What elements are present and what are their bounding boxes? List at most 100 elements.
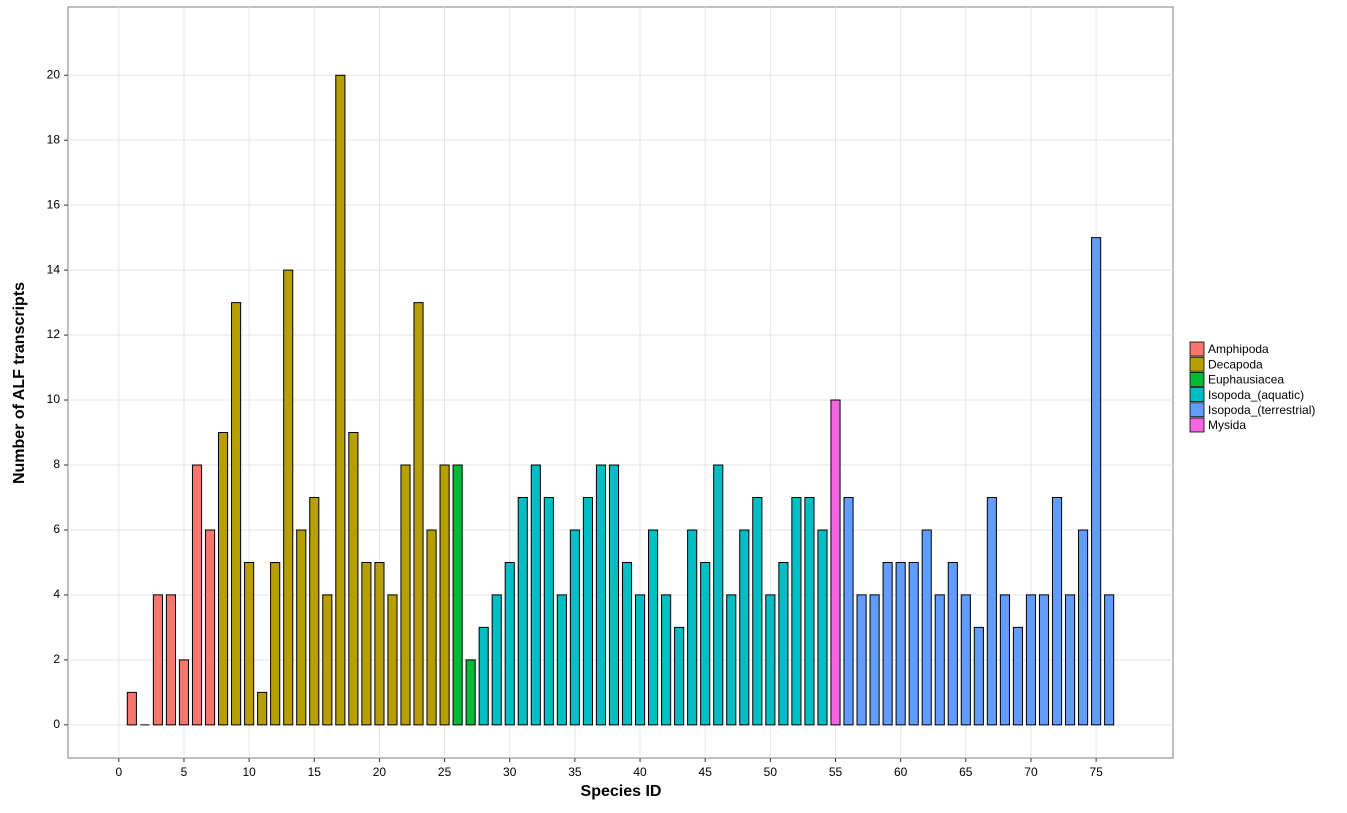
bar: [869, 594, 880, 726]
bar: [283, 269, 294, 726]
bar: [257, 691, 268, 726]
y-tick-label: 12: [47, 327, 61, 341]
legend-key: [1189, 417, 1205, 433]
bar: [543, 496, 554, 726]
bar: [661, 594, 672, 726]
bar: [439, 464, 450, 726]
bar: [517, 496, 528, 726]
legend-key: [1189, 371, 1205, 387]
bar: [934, 594, 945, 726]
bar: [817, 529, 828, 726]
bar: [608, 464, 620, 726]
bar: [1078, 529, 1089, 726]
x-tick-label: 70: [1024, 765, 1038, 779]
legend-key: [1189, 356, 1205, 372]
x-tick-label: 25: [438, 765, 452, 779]
bar: [374, 561, 385, 726]
bar: [1012, 626, 1023, 726]
legend-key: [1189, 341, 1205, 357]
y-tick-label: 18: [47, 132, 61, 146]
legend-label: Isopoda_(terrestrial): [1208, 403, 1315, 417]
bar: [361, 561, 372, 726]
bar: [218, 432, 229, 726]
y-tick-label: 4: [53, 587, 60, 601]
bar: [687, 529, 698, 726]
bar: [152, 594, 163, 726]
bar: [491, 594, 502, 726]
bar: [947, 561, 958, 726]
x-tick-label: 65: [959, 765, 973, 779]
x-tick-label: 30: [503, 765, 517, 779]
x-tick-label: 55: [829, 765, 843, 779]
bar: [765, 594, 776, 726]
bar: [739, 529, 750, 726]
y-tick-label: 10: [47, 392, 61, 406]
bar: [165, 594, 177, 726]
legend-label: Decapoda: [1208, 357, 1263, 371]
bar: [348, 432, 359, 726]
y-tick-label: 0: [53, 717, 60, 731]
bar: [178, 659, 190, 726]
bar: [478, 626, 489, 726]
x-tick-label: 75: [1089, 765, 1103, 779]
legend-label: Amphipoda: [1208, 342, 1269, 356]
bar: [791, 496, 802, 726]
legend-key: [1189, 402, 1205, 418]
bar: [726, 594, 737, 726]
bar: [999, 594, 1010, 726]
bar: [335, 74, 346, 726]
x-tick-label: 5: [181, 765, 188, 779]
bar: [387, 594, 398, 726]
y-tick-label: 14: [47, 262, 61, 276]
y-tick-label: 20: [47, 67, 61, 81]
bar: [1091, 237, 1102, 726]
bar: [634, 594, 646, 726]
bar: [960, 594, 971, 726]
y-tick-label: 2: [53, 652, 60, 666]
bar: [452, 464, 463, 726]
bar: [413, 302, 424, 726]
bar: [191, 464, 203, 726]
bar: [1065, 594, 1076, 726]
bar: [921, 529, 932, 726]
x-tick-label: 60: [894, 765, 908, 779]
y-axis-title: Number of ALF transcripts: [11, 282, 28, 484]
x-tick-label: 40: [633, 765, 647, 779]
bar: [204, 529, 216, 726]
x-tick-label: 20: [373, 765, 387, 779]
bar: [778, 561, 789, 726]
bar: [270, 561, 281, 726]
bar: [465, 659, 476, 726]
bar: [973, 626, 984, 726]
bar: [1051, 496, 1063, 726]
x-tick-label: 10: [242, 765, 256, 779]
x-tick-label: 50: [764, 765, 778, 779]
bar: [648, 529, 659, 726]
bar: [322, 594, 333, 726]
bar: [856, 594, 867, 726]
y-tick-label: 8: [53, 457, 60, 471]
bar: [426, 529, 437, 726]
bar: [804, 496, 815, 726]
bar: [621, 561, 633, 726]
bar: [1025, 594, 1037, 726]
bar: [126, 691, 137, 726]
bar: [908, 561, 919, 726]
x-tick-label: 15: [308, 765, 322, 779]
legend-label: Isopoda_(aquatic): [1208, 388, 1304, 402]
bar: [843, 496, 854, 726]
x-tick-label: 45: [699, 765, 713, 779]
bar: [752, 496, 763, 726]
bar: [895, 561, 906, 726]
bar: [882, 561, 893, 726]
x-axis-title: Species ID: [581, 783, 662, 800]
bar: [1038, 594, 1050, 726]
bar: [674, 626, 685, 726]
x-tick-label: 35: [568, 765, 582, 779]
bar: [713, 464, 724, 726]
bar: [830, 399, 841, 726]
bar: [569, 529, 580, 726]
x-tick-label: 0: [115, 765, 122, 779]
y-tick-label: 16: [47, 197, 61, 211]
